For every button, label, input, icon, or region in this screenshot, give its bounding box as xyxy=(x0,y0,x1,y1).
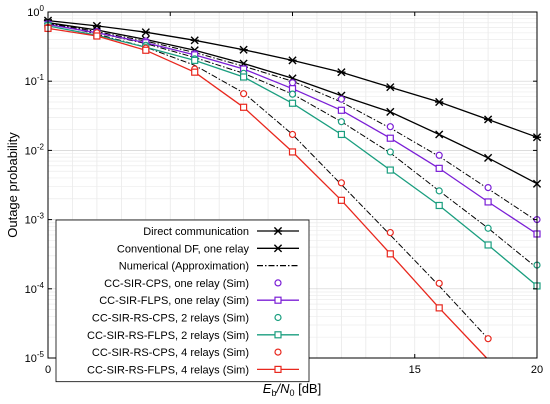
data-point xyxy=(484,184,492,192)
data-point xyxy=(386,250,394,258)
data-point xyxy=(386,166,394,174)
data-point xyxy=(337,95,345,103)
data-point xyxy=(435,164,443,172)
y-tick-label: 100 xyxy=(27,4,44,19)
data-curves xyxy=(43,16,542,359)
data-point xyxy=(191,56,199,64)
data-point xyxy=(141,28,150,37)
data-point xyxy=(93,32,101,40)
data-point xyxy=(337,68,346,77)
data-point xyxy=(288,148,297,156)
data-point xyxy=(386,107,395,116)
legend: Direct communication Conventional DF, one… xyxy=(55,219,310,383)
data-point xyxy=(337,118,345,126)
data-point xyxy=(337,106,345,114)
data-point xyxy=(191,68,199,76)
legend-marker-sample xyxy=(274,348,282,356)
data-point xyxy=(484,335,492,343)
data-point xyxy=(288,90,297,98)
legend-label: CC-SIR-RS-FLPS, 4 relays (Sim) xyxy=(87,364,249,376)
data-point xyxy=(386,148,394,156)
legend-label: Conventional DF, one relay xyxy=(117,243,250,255)
legend-marker-sample xyxy=(274,279,282,287)
data-point xyxy=(484,241,492,249)
y-axis-label: Outage probability xyxy=(5,132,20,238)
x-tick-label: 0 xyxy=(45,364,51,376)
data-point xyxy=(484,153,493,162)
data-point xyxy=(288,79,297,87)
data-point xyxy=(435,97,444,107)
legend-marker-sample xyxy=(273,226,283,236)
data-point xyxy=(288,56,297,65)
data-point xyxy=(337,196,345,204)
legend-marker-sample xyxy=(273,244,283,253)
data-point xyxy=(190,36,199,45)
legend-label: CC-SIR-FLPS, one relay (Sim) xyxy=(99,295,249,307)
x-tick-label: 20 xyxy=(531,364,543,376)
data-point xyxy=(435,201,443,210)
approximation-curve xyxy=(47,22,538,222)
approximation-curve xyxy=(47,22,489,340)
data-point xyxy=(386,134,394,142)
y-tick-label: 10-3 xyxy=(25,212,45,227)
legend-marker-sample xyxy=(274,296,282,304)
data-point xyxy=(484,115,493,124)
legend-label: CC-SIR-RS-CPS, 4 relays (Sim) xyxy=(92,347,249,359)
data-point xyxy=(240,73,248,81)
data-point xyxy=(288,99,297,107)
data-point xyxy=(386,123,394,131)
data-point xyxy=(386,83,395,92)
legend-marker-sample xyxy=(274,313,282,322)
data-point xyxy=(484,224,492,232)
data-point xyxy=(435,304,443,312)
data-point xyxy=(142,46,150,54)
legend-label: Numerical (Approximation) xyxy=(119,261,249,273)
x-tick-label: 15 xyxy=(409,364,421,376)
legend-label: Direct communication xyxy=(143,226,249,238)
data-point xyxy=(386,228,394,237)
y-tick-label: 10-2 xyxy=(25,142,45,157)
y-tick-label: 10-4 xyxy=(25,281,45,296)
data-point xyxy=(484,198,492,206)
y-tick-label: 10-5 xyxy=(25,350,45,365)
data-point xyxy=(240,90,248,98)
legend-label: CC-SIR-RS-FLPS, 2 relays (Sim) xyxy=(87,330,249,342)
data-point xyxy=(337,130,345,139)
data-point xyxy=(239,45,248,54)
data-point xyxy=(435,151,443,159)
data-point xyxy=(288,130,297,139)
legend-marker-sample xyxy=(274,331,282,339)
data-point xyxy=(240,103,248,111)
data-point xyxy=(435,130,444,139)
data-point xyxy=(337,179,345,187)
data-point xyxy=(435,187,443,195)
x-axis-label: Eb/N0 [dB] xyxy=(263,381,321,398)
legend-marker-sample xyxy=(274,365,282,373)
data-point xyxy=(435,279,443,287)
y-tick-label: 10-1 xyxy=(25,73,45,88)
legend-label: CC-SIR-RS-CPS, 2 relays (Sim) xyxy=(92,313,249,325)
series-line xyxy=(47,27,488,359)
axis-ticks: 0510152010010-110-210-310-410-5 xyxy=(25,4,544,376)
legend-label: CC-SIR-CPS, one relay (Sim) xyxy=(104,278,249,290)
